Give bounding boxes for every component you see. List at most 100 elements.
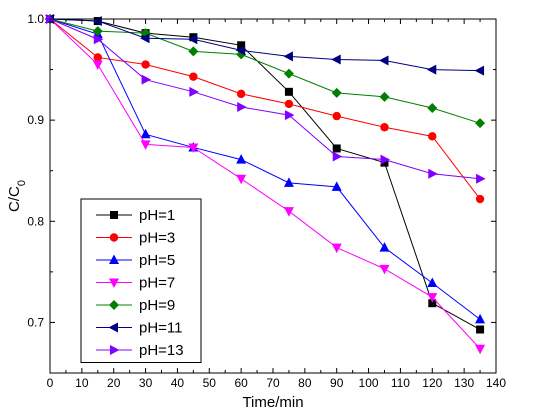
x-tick-label: 110: [391, 376, 410, 390]
legend-marker: [110, 345, 120, 355]
x-tick-label: 80: [298, 376, 312, 390]
series-line-ph-3: [49, 18, 481, 200]
data-point-ph-3: [284, 99, 294, 109]
data-point-ph-5: [379, 242, 390, 252]
data-point-ph-11: [474, 65, 485, 76]
y-axis-title-main: C/C: [6, 186, 23, 212]
legend-item-ph-7: pH=7: [96, 275, 175, 292]
legend-label: pH=5: [139, 252, 175, 269]
data-point-ph-5: [140, 128, 151, 139]
data-point-ph-9: [92, 26, 103, 37]
series-ph-3: [45, 14, 485, 204]
ticks-layer: 0 10 20 30 40 50 60 70 80 90 100 110 120 130 140 0.7 0.8…: [27, 12, 506, 390]
legend-marker: [109, 254, 119, 264]
x-axis-title: Time/min: [242, 394, 303, 411]
data-point-ph-3: [380, 123, 389, 132]
data-point-ph-7: [188, 143, 199, 153]
legend-marker: [108, 322, 118, 333]
y-tick-label: 1.0: [27, 12, 44, 26]
data-point-ph-9: [283, 68, 294, 79]
legend-item-ph-11: pH=11: [96, 320, 183, 337]
legend-item-ph-5: pH=5: [96, 252, 175, 269]
y-axis-title-subscript: 0: [16, 180, 28, 186]
data-point-ph-3: [428, 132, 437, 141]
x-tick-label: 50: [203, 376, 217, 390]
data-point-ph-7: [92, 60, 103, 71]
data-point-ph-7: [236, 174, 247, 185]
data-point-ph-11: [331, 54, 341, 65]
data-point-ph-3: [189, 72, 198, 81]
x-tick-label: 120: [422, 376, 442, 390]
legend-item-ph-9: pH=9: [96, 297, 175, 314]
data-point-ph-1: [428, 299, 437, 308]
data-point-ph-13: [380, 154, 390, 165]
series-ph-11: [44, 14, 485, 76]
data-point-ph-13: [237, 101, 247, 112]
data-point-ph-13: [284, 110, 295, 121]
legend-marker: [109, 278, 119, 288]
legend-item-ph-3: pH=3: [96, 230, 175, 247]
series-ph-13: [46, 14, 486, 184]
legend-label: pH=13: [139, 342, 184, 359]
data-point-ph-3: [93, 53, 102, 62]
legend-marker: [110, 211, 118, 219]
series-line-ph-1: [49, 18, 481, 330]
legend-label: pH=3: [139, 230, 175, 247]
data-point-ph-11: [140, 33, 150, 44]
data-point-ph-1: [476, 325, 485, 334]
data-point-ph-5: [475, 313, 486, 324]
series-ph-7: [45, 15, 486, 355]
x-tick-label: 0: [47, 376, 54, 390]
y-tick-label: 0.8: [27, 214, 44, 228]
data-point-ph-1: [237, 41, 246, 50]
data-point-ph-9: [475, 118, 486, 129]
x-tick-label: 40: [171, 376, 185, 390]
data-point-ph-3: [475, 194, 485, 204]
data-point-ph-9: [379, 91, 390, 102]
data-point-ph-5: [283, 177, 294, 187]
data-point-ph-11: [426, 64, 437, 75]
data-point-ph-13: [141, 74, 152, 85]
data-point-ph-7: [283, 207, 294, 217]
data-point-ph-7: [379, 264, 390, 275]
data-point-ph-9: [427, 103, 438, 114]
data-point-ph-11: [187, 34, 198, 45]
legend-marker: [109, 233, 119, 242]
x-tick-label: 100: [359, 376, 379, 390]
data-point-ph-1: [332, 144, 341, 153]
legend-label: pH=9: [139, 297, 175, 314]
data-point-ph-11: [235, 45, 246, 56]
x-tick-label: 140: [486, 376, 506, 390]
y-tick-label: 0.7: [27, 315, 44, 329]
data-point-ph-7: [427, 293, 438, 303]
legend-item-ph-1: pH=1: [96, 207, 175, 224]
x-tick-label: 130: [454, 376, 474, 390]
series-line-ph-9: [49, 18, 481, 124]
legend-marker: [109, 300, 119, 310]
data-point-ph-3: [332, 111, 341, 121]
data-point-ph-13: [189, 86, 199, 97]
series-layer: [44, 13, 486, 355]
data-point-ph-5: [427, 277, 438, 287]
series-line-ph-13: [49, 18, 481, 180]
legend-label: pH=1: [139, 207, 175, 224]
data-point-ph-1: [380, 158, 389, 167]
data-point-ph-5: [236, 154, 247, 164]
data-point-ph-9: [188, 46, 199, 57]
series-line-ph-7: [49, 18, 481, 350]
data-point-ph-9: [331, 87, 342, 98]
legend: pH=1 pH=3 pH=5 pH=7 pH=9 pH=11 pH=13: [80, 198, 202, 363]
x-tick-label: 60: [234, 376, 248, 390]
y-tick-label: 0.9: [27, 113, 44, 127]
x-tick-label: 70: [266, 376, 280, 390]
legend-item-ph-13: pH=13: [96, 342, 184, 359]
data-point-ph-13: [332, 151, 343, 162]
data-point-ph-13: [476, 173, 486, 184]
data-point-ph-7: [140, 140, 151, 150]
data-point-ph-11: [283, 51, 293, 62]
data-point-ph-7: [331, 243, 342, 254]
data-point-ph-1: [284, 87, 293, 96]
x-tick-label: 30: [139, 376, 153, 390]
x-tick-label: 90: [330, 376, 344, 390]
